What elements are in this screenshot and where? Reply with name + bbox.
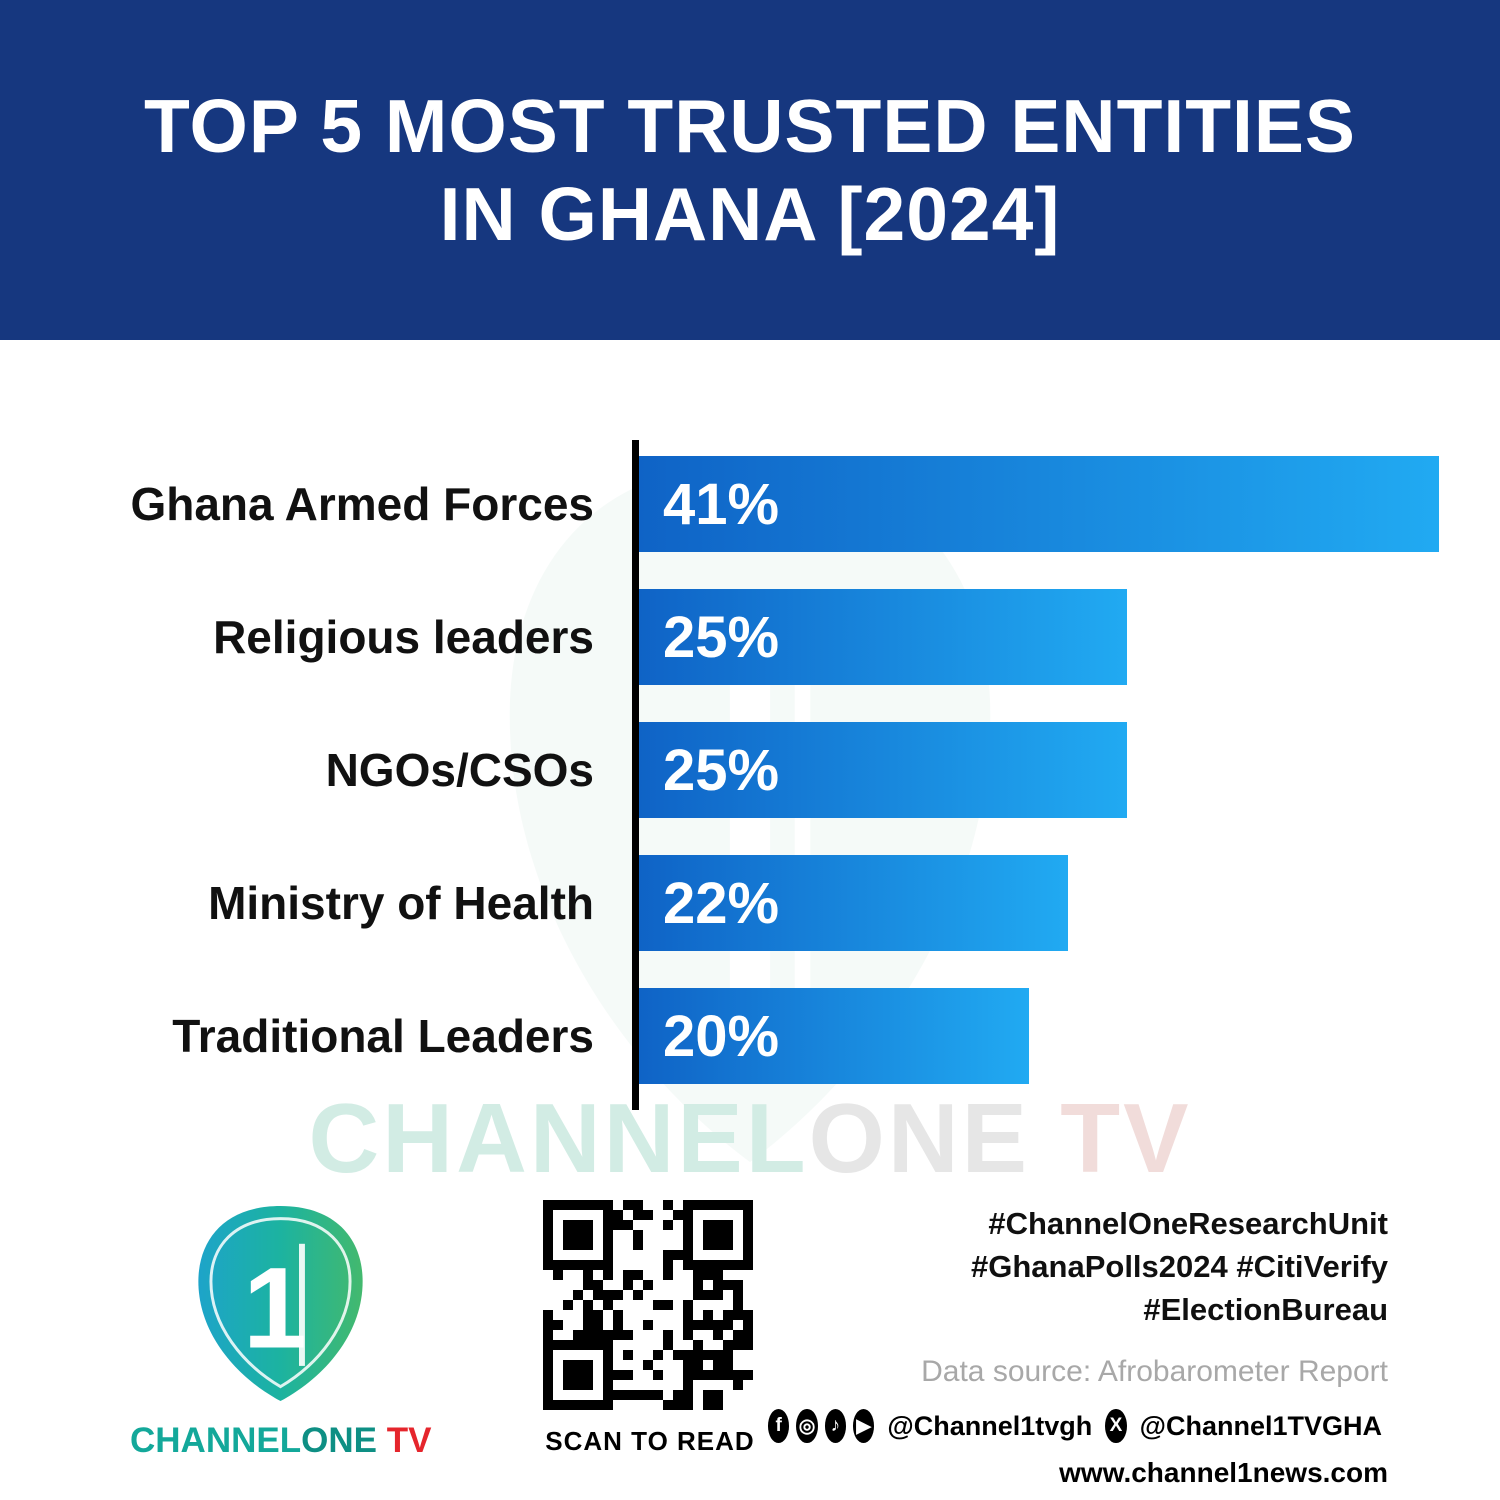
bar-category-label: Traditional Leaders	[172, 1010, 594, 1062]
tiktok-icon: ♪	[824, 1409, 847, 1443]
hashtags-line2: #GhanaPolls2024 #CitiVerify	[971, 1249, 1388, 1284]
bar-category-label: NGOs/CSOs	[325, 744, 594, 796]
bar-row: NGOs/CSOs 25%	[0, 722, 1500, 818]
bar-track: 25%	[639, 589, 1439, 685]
bar-row: Traditional Leaders 20%	[0, 988, 1500, 1084]
bar-track: 41%	[639, 456, 1439, 552]
social-handle-1: @Channel1tvgh	[887, 1410, 1093, 1441]
logo-text-part2: ONE	[301, 1421, 377, 1460]
bar-value-label: 41%	[663, 471, 780, 537]
page-title-line1: TOP 5 MOST TRUSTED ENTITIES	[144, 83, 1356, 168]
hashtags-line1: #ChannelOneResearchUnit	[988, 1206, 1388, 1241]
bar-track: 20%	[639, 988, 1439, 1084]
instagram-icon: ◎	[796, 1409, 818, 1443]
bar: 20%	[639, 988, 1030, 1084]
data-source-text: Data source: Afrobarometer Report	[921, 1355, 1388, 1388]
bar-value-label: 25%	[663, 604, 780, 670]
qr-caption: SCAN TO READ	[545, 1426, 755, 1456]
logo-numeral: 1	[243, 1244, 307, 1372]
facebook-icon: f	[767, 1409, 790, 1443]
bar-rows: Ghana Armed Forces 41% Religious leaders 25…	[0, 456, 1500, 1084]
bar: 25%	[639, 722, 1127, 818]
logo-wordmark: CHANNELONE TV	[130, 1421, 432, 1461]
bar: 22%	[639, 855, 1069, 951]
bar-chart: Ghana Armed Forces 41% Religious leaders 25…	[0, 440, 1500, 1110]
qr-code-icon	[543, 1200, 753, 1410]
hashtags-line3: #ElectionBureau	[1143, 1292, 1388, 1327]
youtube-icon: ▶	[853, 1409, 875, 1443]
bar-category-label: Ministry of Health	[208, 877, 594, 929]
logo-text-part3: TV	[376, 1421, 432, 1460]
chart-axis-line	[632, 440, 639, 1110]
bar-track: 22%	[639, 855, 1439, 951]
channel-one-logo-icon: 1	[197, 1206, 363, 1402]
bar-row: Religious leaders 25%	[0, 589, 1500, 685]
bar: 41%	[639, 456, 1439, 552]
website-url: www.channel1news.com	[1059, 1457, 1388, 1488]
bar: 25%	[639, 589, 1127, 685]
qr-block: SCAN TO READ	[543, 1200, 757, 1457]
bar-row: Ghana Armed Forces 41%	[0, 456, 1500, 552]
bar-value-label: 22%	[663, 870, 780, 936]
social-row: f ◎ ♪ ▶ @Channel1tvgh X @Channel1TVGHA	[767, 1409, 1388, 1443]
social-handle-2: @Channel1TVGHA	[1139, 1410, 1382, 1441]
bar-category-label: Religious leaders	[213, 611, 594, 663]
footer: 1 CHANNELONE TV SCAN TO READ #ChannelOne…	[0, 1180, 1500, 1500]
bar-value-label: 25%	[663, 737, 780, 803]
bar-category-label: Ghana Armed Forces	[130, 478, 594, 530]
page-title-line2: IN GHANA [2024]	[439, 172, 1061, 256]
header-banner: TOP 5 MOST TRUSTED ENTITIES IN GHANA [20…	[0, 0, 1500, 340]
bar-row: Ministry of Health 22%	[0, 855, 1500, 951]
footer-info: #ChannelOneResearchUnit #GhanaPolls2024 …	[767, 1202, 1388, 1489]
logo-text-part1: CHANNEL	[130, 1421, 302, 1460]
bar-track: 25%	[639, 722, 1439, 818]
channel-one-logo: 1 CHANNELONE TV	[130, 1198, 432, 1461]
bar-value-label: 20%	[663, 1003, 780, 1069]
x-icon: X	[1105, 1409, 1127, 1443]
